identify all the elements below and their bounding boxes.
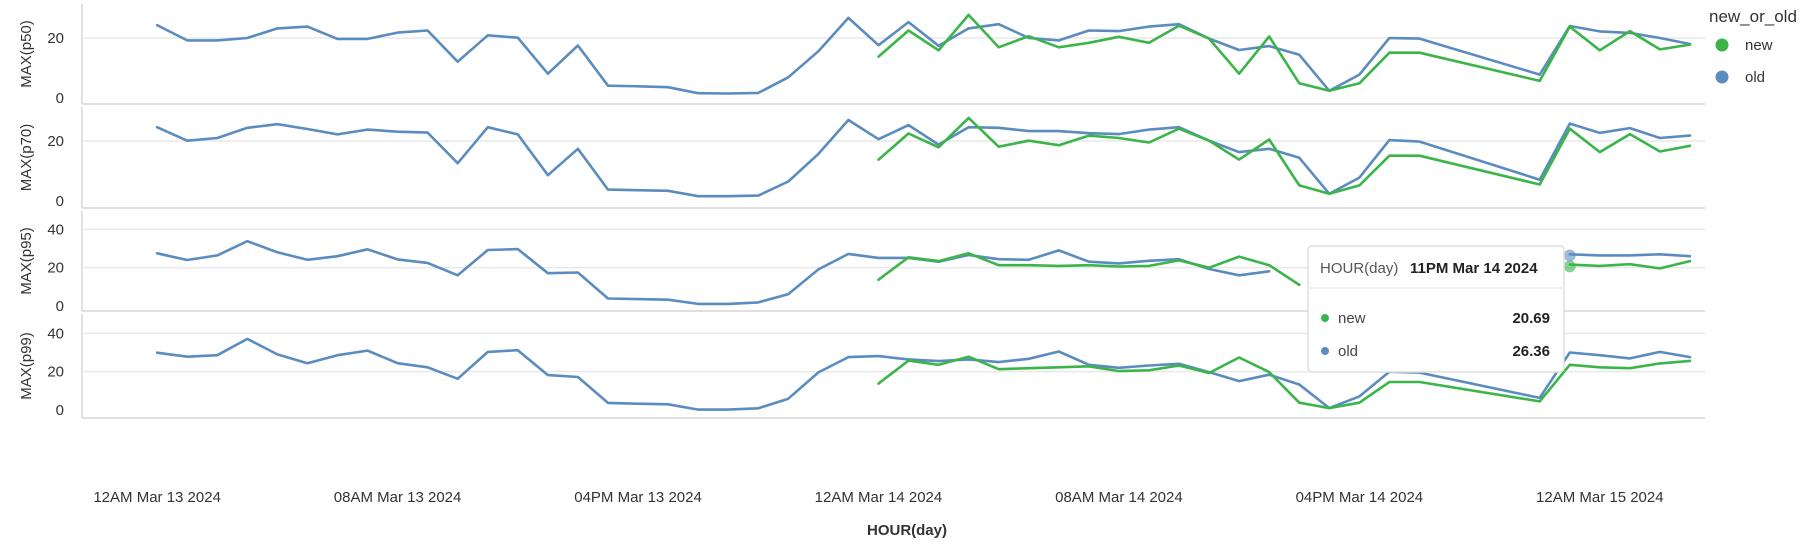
tooltip-label-old: old bbox=[1338, 343, 1358, 360]
legend-swatch-new bbox=[1715, 38, 1729, 52]
x-tick-label: 12AM Mar 15 2024 bbox=[1536, 489, 1664, 506]
y-tick-label: 0 bbox=[56, 298, 64, 315]
y-tick-label: 40 bbox=[47, 221, 64, 238]
series-line-new[interactable] bbox=[877, 252, 1301, 287]
hover-tooltip: HOUR(day) 11PM Mar 14 2024 new 20.69 old… bbox=[1307, 245, 1565, 373]
x-tick-label: 08AM Mar 13 2024 bbox=[334, 489, 462, 506]
legend: new_or_old new old bbox=[1709, 7, 1797, 86]
y-axis-title: MAX(p95) bbox=[18, 227, 35, 295]
x-axis-title: HOUR(day) bbox=[867, 522, 947, 539]
y-tick-label: 0 bbox=[56, 402, 64, 419]
legend-swatch-old bbox=[1715, 70, 1729, 84]
x-tick-label: 08AM Mar 14 2024 bbox=[1055, 489, 1183, 506]
series-line-new[interactable] bbox=[1568, 259, 1692, 270]
hover-point-old bbox=[1563, 249, 1576, 262]
y-tick-label: 0 bbox=[56, 193, 64, 210]
tooltip-box bbox=[1307, 245, 1565, 373]
y-tick-label: 20 bbox=[47, 364, 64, 381]
x-axis: HOUR(day) 12AM Mar 13 2024 08AM Mar 13 20… bbox=[93, 489, 1663, 539]
tooltip-swatch-old bbox=[1321, 347, 1329, 355]
tooltip-label-new: new bbox=[1338, 310, 1366, 327]
panel-maxp70: 0 20 MAX(p70) bbox=[18, 107, 1705, 210]
tooltip-value-old: 26.36 bbox=[1512, 343, 1550, 360]
panel-maxp95: 0 20 40 MAX(p95) bbox=[18, 211, 1705, 315]
tooltip-header-label: HOUR(day) bbox=[1320, 260, 1398, 277]
legend-label-old: old bbox=[1745, 69, 1765, 86]
y-tick-label: 20 bbox=[47, 30, 64, 47]
y-axis-title: MAX(p99) bbox=[18, 332, 35, 400]
legend-label-new: new bbox=[1745, 37, 1773, 54]
legend-item-new[interactable]: new bbox=[1715, 37, 1773, 54]
y-tick-label: 40 bbox=[47, 325, 64, 342]
tooltip-swatch-new bbox=[1321, 314, 1329, 322]
x-tick-label: 12AM Mar 14 2024 bbox=[815, 489, 943, 506]
series-line-old[interactable] bbox=[155, 239, 1271, 306]
y-tick-label: 20 bbox=[47, 260, 64, 277]
series-line-new[interactable] bbox=[877, 116, 1692, 196]
x-tick-label: 04PM Mar 13 2024 bbox=[574, 489, 702, 506]
series-line-old[interactable] bbox=[155, 16, 1692, 95]
panels-layer: 0 20 MAX(p50) 0 20 MAX(p70) 0 20 40 MAX(p95) 0 20 40… bbox=[18, 4, 1705, 419]
series-line-old[interactable] bbox=[1568, 253, 1692, 258]
y-tick-label: 20 bbox=[47, 133, 64, 150]
y-axis-title: MAX(p50) bbox=[18, 20, 35, 88]
y-tick-label: 0 bbox=[56, 90, 64, 107]
x-tick-label: 12AM Mar 13 2024 bbox=[93, 489, 221, 506]
series-line-old[interactable] bbox=[155, 118, 1692, 198]
legend-item-old[interactable]: old bbox=[1715, 69, 1766, 86]
series-line-new[interactable] bbox=[877, 13, 1692, 93]
series-line-old[interactable] bbox=[155, 337, 1692, 411]
panel-maxp50: 0 20 MAX(p50) bbox=[18, 4, 1705, 107]
y-axis-title: MAX(p70) bbox=[18, 124, 35, 192]
tooltip-header-value: 11PM Mar 14 2024 bbox=[1410, 260, 1538, 277]
series-line-new[interactable] bbox=[877, 355, 1692, 410]
tooltip-value-new: 20.69 bbox=[1512, 310, 1550, 327]
legend-title: new_or_old bbox=[1709, 7, 1797, 26]
x-tick-label: 04PM Mar 14 2024 bbox=[1296, 489, 1424, 506]
hover-point-new bbox=[1563, 260, 1576, 273]
